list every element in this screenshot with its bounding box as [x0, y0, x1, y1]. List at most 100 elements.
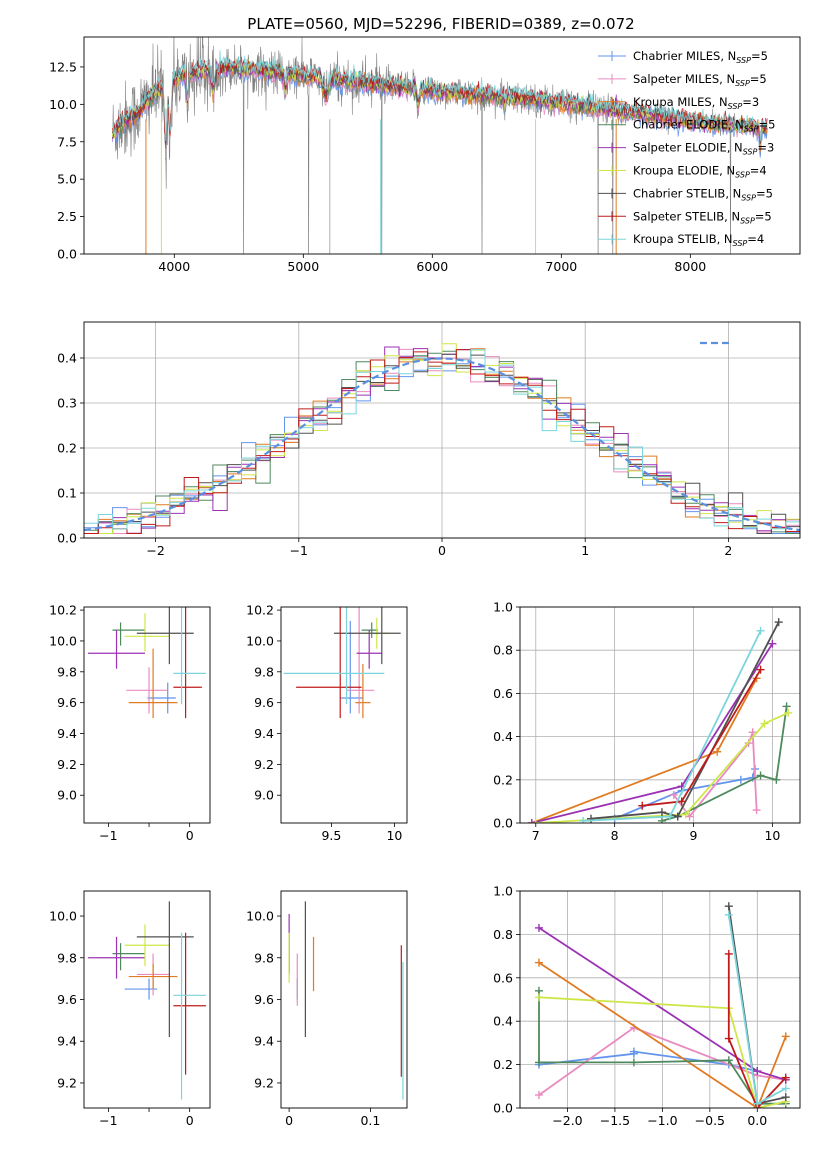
legend-subscript: SSP: [733, 239, 748, 248]
weight-vs-age-ytick-label: 0.2: [493, 772, 513, 787]
age-vs-z-ytick-label: 9.2: [57, 757, 77, 772]
weight-vs-age-xtick-label: 10: [764, 828, 780, 843]
legend-label-salpeter-miles: Salpeter MILES, NSSP=5: [633, 72, 767, 88]
mass-vs-ebv-plot-area: [288, 901, 404, 1100]
mass-vs-z-ytick-label: 10.0: [49, 909, 77, 924]
legend-label-salpeter-stelib: Salpeter STELIB, NSSP=5: [633, 209, 772, 225]
spectrum-ytick-label: 5.0: [57, 172, 77, 187]
age-vs-z-ytick-label: 9.6: [57, 695, 77, 710]
weight-vs-age-panel: 7 8 9 10 0.0 0.2 0.4 0.6 0.8 1.0: [493, 600, 801, 843]
weight-vs-z-frame: [519, 890, 801, 1109]
mass-vs-ebv-ytick-label: 9.2: [254, 1075, 274, 1090]
weight-vs-z-xtick-label: −1.5: [600, 1113, 630, 1128]
spectrum-ytick-label: 0.0: [57, 247, 77, 262]
weight-vs-z-ytick-label: 0.2: [493, 1057, 513, 1072]
mass-vs-z-panel: −1 0 9.2 9.4 9.6 9.8 10.0: [49, 890, 211, 1128]
legend-nssp-value: =5: [756, 186, 773, 200]
legend-text: Salpeter STELIB, N: [633, 209, 740, 223]
age-vs-mass-frame: [280, 606, 408, 824]
age-vs-mass-xtick-label: 9.5: [321, 828, 341, 843]
spectrum-frame: [83, 36, 801, 255]
weight-vs-age-xtick-label: 8: [611, 828, 619, 843]
legend-subscript: SSP: [741, 193, 756, 202]
legend-nssp-value: =4: [750, 164, 767, 178]
age-vs-z-xtick-label: −1: [99, 828, 117, 843]
mass-vs-ebv-ytick-label: 10.0: [246, 909, 274, 924]
weight-vs-age-frame: [519, 606, 801, 824]
spectrum-xtick-label: 8000: [674, 259, 706, 274]
weight-vs-z-ytick-label: 0.8: [493, 927, 513, 942]
age-vs-z-ytick-label: 10.2: [49, 603, 77, 618]
mass-vs-z-xtick-label: 0: [186, 1113, 194, 1128]
mass-vs-ebv-frame-group: 0 0.1 9.2 9.4 9.6 9.8 10.0: [246, 890, 408, 1128]
age-vs-mass-ytick-label: 10.0: [246, 633, 274, 648]
legend-nssp-value: =3: [757, 141, 774, 155]
legend-text: Kroupa ELODIE, N: [633, 164, 735, 178]
spectrum-model-chabrier-stelib: [112, 58, 768, 145]
legend-text: Kroupa MILES, N: [633, 95, 728, 109]
weight-vs-z-line-salpeter-stelib: [727, 953, 787, 1108]
weight-vs-age-xtick-label: 9: [690, 828, 698, 843]
weight-vs-age-ytick-label: 0.6: [493, 686, 513, 701]
residuals-ytick-label: 0.2: [57, 441, 77, 456]
legend-label-chabrier-stelib: Chabrier STELIB, NSSP=5: [633, 186, 773, 202]
legend-text: Salpeter MILES, N: [633, 72, 735, 86]
legend-label-salpeter-elodie: Salpeter ELODIE, NSSP=3: [633, 141, 774, 157]
residuals-xtick-label: −1: [290, 543, 308, 558]
mass-vs-z-ytick-label: 9.2: [57, 1075, 77, 1090]
age-vs-z-frame-group: −1 0 9.0 9.2 9.4 9.6 9.8 10.0 10.2: [49, 603, 211, 843]
mass-vs-z-ytick-label: 9.6: [57, 992, 77, 1007]
mass-vs-ebv-panel: 0 0.1 9.2 9.4 9.6 9.8 10.0: [246, 890, 408, 1128]
weight-vs-z-line-kroupa-elodie: [538, 996, 787, 1108]
spectrum-panel: 4000 5000 6000 7000 8000 0.0 2.5 5.0 7.5 10.0 12.5…: [49, 36, 801, 274]
legend-subscript: SSP: [728, 102, 743, 111]
residuals-plot-area: [84, 343, 800, 534]
spectrum-xtick-label: 4000: [158, 259, 190, 274]
legend-text: Kroupa STELIB, N: [633, 232, 733, 246]
age-vs-z-frame: [83, 606, 211, 824]
weight-vs-age-xtick-label: 7: [532, 828, 540, 843]
mass-vs-ebv-xtick-label: 0: [285, 1113, 293, 1128]
spectrum-xtick-label: 6000: [416, 259, 448, 274]
weight-vs-z-line-salpeter-miles: [538, 1026, 786, 1096]
age-vs-mass-ytick-label: 9.4: [254, 726, 274, 741]
legend-subscript: SSP: [735, 171, 750, 180]
legend-subscript: SSP: [740, 216, 755, 225]
mass-vs-ebv-xtick-label: 0.1: [360, 1113, 380, 1128]
chart-layer: 4000 5000 6000 7000 80000.02.55.07.510.012.5…: [49, 36, 801, 1128]
spectrum-ytick-label: 12.5: [49, 59, 77, 74]
histogram-salpeter-stelib: [84, 349, 800, 534]
weight-vs-z-ytick-label: 1.0: [493, 884, 513, 899]
residuals-panel: −2 −1 0 1 2 0.0 0.1 0.2 0.3 0.4: [57, 321, 801, 558]
mass-vs-ebv-ytick-label: 9.4: [254, 1034, 274, 1049]
age-vs-z-ytick-label: 10.0: [49, 633, 77, 648]
weight-vs-z-panel: −2.0 −1.5 −1.0 −0.5 0.0 0.0 0.2 0.4 0.6 0.8 1.0: [493, 884, 801, 1128]
weight-vs-z-ytick-label: 0.4: [493, 1014, 513, 1029]
spectrum-ytick-label: 10.0: [49, 97, 77, 112]
histogram-kroupa-stelib: [84, 349, 800, 530]
age-vs-z-ytick-label: 9.8: [57, 664, 77, 679]
weight-vs-z-frame-group: −2.0 −1.5 −1.0 −0.5 0.0 0.0 0.2 0.4 0.6 0.8 1.0: [493, 884, 801, 1128]
legend-label-kroupa-elodie: Kroupa ELODIE, NSSP=4: [633, 164, 767, 180]
weight-vs-age-plot-area: [527, 618, 793, 823]
mass-vs-z-plot-area: [88, 901, 206, 1100]
weight-vs-age-ytick-label: 0.0: [493, 816, 513, 831]
legend-subscript: SSP: [743, 148, 758, 157]
residuals-xtick-label: 2: [724, 543, 732, 558]
weight-vs-z-line-kroupa-miles: [538, 961, 787, 1108]
spectrum-ytick-label: 7.5: [57, 134, 77, 149]
legend-subscript: SSP: [736, 56, 751, 65]
age-vs-mass-panel: 9.5 10 9.0 9.2 9.4 9.6 9.8 10.0 10.2: [246, 603, 408, 843]
spectrum-xtick-label: 7000: [545, 259, 577, 274]
residuals-frame-group: −2 −1 0 1 2 0.0 0.1 0.2 0.3 0.4: [57, 321, 801, 558]
legend-nssp-value: =5: [759, 118, 776, 132]
mass-vs-ebv-ytick-label: 9.6: [254, 992, 274, 1007]
residuals-ytick-label: 0.1: [57, 486, 77, 501]
residuals-ytick-label: 0.4: [57, 351, 77, 366]
weight-vs-z-plot-area: [534, 902, 790, 1108]
residuals-ytick-label: 0.0: [57, 531, 77, 546]
residuals-xtick-label: 1: [581, 543, 589, 558]
residuals-ytick-label: 0.3: [57, 396, 77, 411]
legend-label-chabrier-elodie: Chabrier ELODIE, NSSP=5: [633, 118, 775, 134]
legend-text: Salpeter ELODIE, N: [633, 141, 743, 155]
